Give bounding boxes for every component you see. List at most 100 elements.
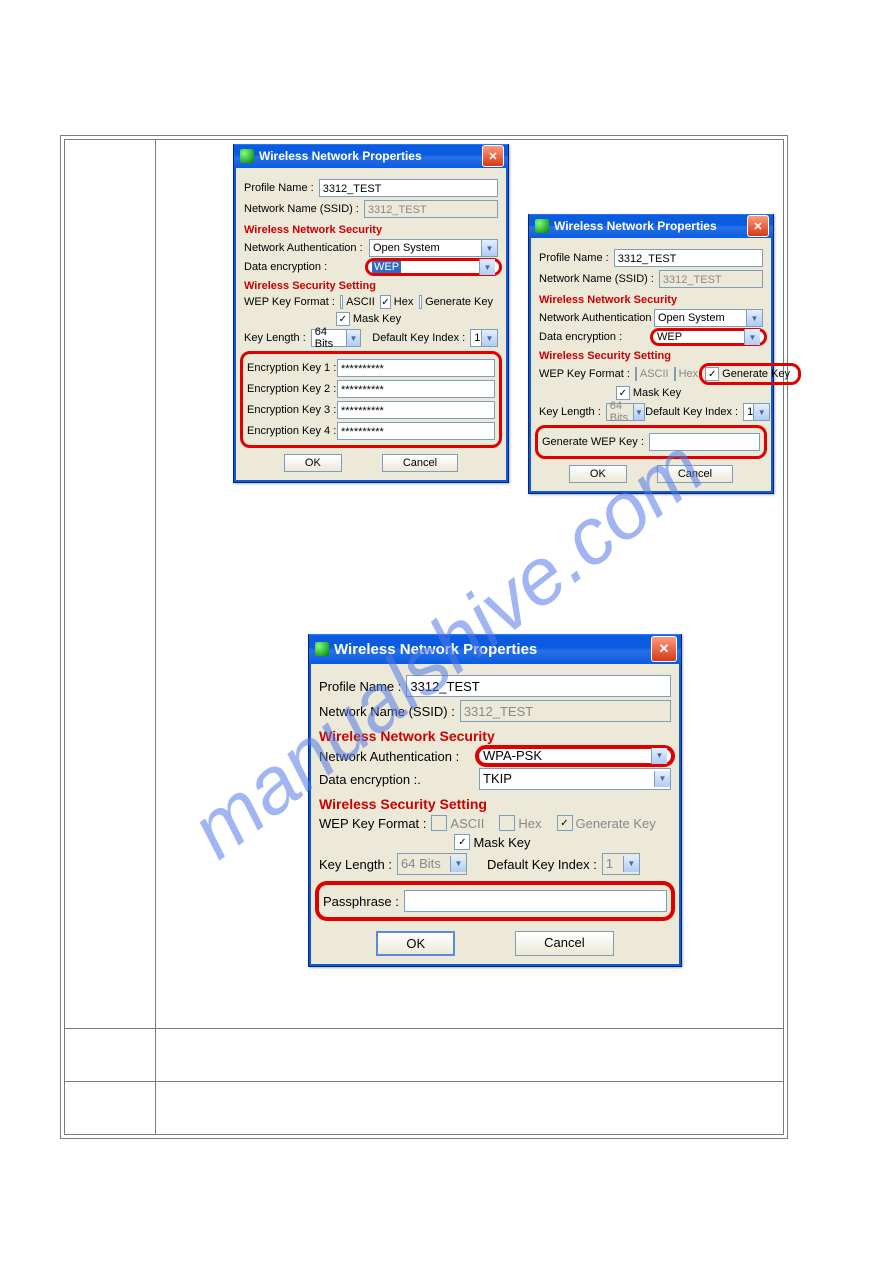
hex-label: Hex — [394, 296, 414, 308]
hex-checkbox[interactable]: ✓ — [380, 295, 390, 309]
close-button-c[interactable]: ✕ — [651, 636, 677, 662]
cancel-button-c[interactable]: Cancel — [515, 931, 613, 956]
k1-input[interactable]: ********** — [337, 359, 495, 377]
enc-value-b: WEP — [657, 331, 682, 343]
ascii-checkbox[interactable] — [340, 295, 343, 309]
auth-dropdown[interactable]: Open System ▼ — [369, 239, 498, 257]
auth-dropdown-c[interactable]: WPA-PSK ▼ — [475, 745, 675, 767]
defidx-dropdown-c: 1 ▼ — [602, 853, 640, 875]
ok-button-c[interactable]: OK — [376, 931, 455, 956]
profile-input[interactable]: 3312_TEST — [319, 179, 498, 197]
gen-checkbox-c: ✓ — [557, 815, 573, 831]
chevron-down-icon: ▼ — [633, 404, 644, 420]
wepfmt-label-b: WEP Key Format : — [539, 368, 630, 380]
keylen-value: 64 Bits — [315, 326, 346, 350]
defidx-dropdown-b[interactable]: 1 ▼ — [743, 403, 770, 421]
k3-input[interactable]: ********** — [337, 401, 495, 419]
profile-label: Profile Name : — [244, 182, 314, 194]
chevron-down-icon: ▼ — [746, 310, 762, 326]
chevron-down-icon: ▼ — [623, 856, 639, 872]
gen-label-c: Generate Key — [576, 816, 656, 831]
hex-label-b: Hex — [679, 368, 699, 380]
security-section-title-b: Wireless Network Security — [539, 294, 763, 306]
ascii-checkbox-b — [635, 367, 637, 381]
pass-label-c: Passphrase : — [323, 894, 399, 909]
chevron-down-icon: ▼ — [479, 259, 495, 275]
profile-label-c: Profile Name : — [319, 679, 401, 694]
main-cell: Wireless Network Properties ✕ Profile Na… — [156, 140, 784, 1029]
auth-label-c: Network Authentication : — [319, 749, 474, 764]
k4-input[interactable]: ********** — [337, 422, 495, 440]
ok-button-a[interactable]: OK — [284, 454, 342, 472]
title-c: Wireless Network Properties — [334, 641, 651, 658]
setting-section-title-c: Wireless Security Setting — [319, 796, 671, 812]
defidx-value: 1 — [474, 332, 480, 344]
enc-label: Data encryption : — [244, 261, 364, 273]
wireless-dialog-b: Wireless Network Properties ✕ Profile Na… — [528, 214, 774, 494]
setting-section-title-b: Wireless Security Setting — [539, 350, 763, 362]
k4-label: Encryption Key 4 : — [247, 425, 332, 437]
ssid-input-c: 3312_TEST — [460, 700, 671, 722]
mask-checkbox-c[interactable]: ✓ — [454, 834, 470, 850]
profile-input-c[interactable]: 3312_TEST — [406, 675, 671, 697]
enc-dropdown-b[interactable]: WEP ▼ — [650, 328, 767, 346]
mid-cell-2 — [156, 1029, 784, 1082]
defidx-label-b: Default Key Index : — [645, 406, 738, 418]
chevron-down-icon: ▼ — [346, 330, 361, 346]
auth-label-b: Network Authentication : — [539, 312, 649, 324]
security-section-title: Wireless Network Security — [244, 224, 498, 236]
defidx-value-c: 1 — [606, 853, 613, 875]
auth-dropdown-b[interactable]: Open System ▼ — [654, 309, 763, 327]
gen-checkbox[interactable] — [419, 295, 422, 309]
chevron-down-icon: ▼ — [654, 771, 670, 787]
genkey-input-b[interactable] — [649, 433, 760, 451]
defidx-label-c: Default Key Index : — [487, 857, 597, 872]
keylen-label-c: Key Length : — [319, 857, 392, 872]
wepfmt-label-c: WEP Key Format : — [319, 816, 426, 831]
enc-value-c: TKIP — [483, 768, 512, 790]
enc-dropdown[interactable]: WEP ▼ — [365, 258, 502, 276]
defidx-dropdown[interactable]: 1 ▼ — [470, 329, 498, 347]
defidx-label: Default Key Index : — [372, 332, 465, 344]
left-cell-1 — [65, 140, 156, 1029]
close-button-b[interactable]: ✕ — [747, 215, 769, 237]
cancel-button-a[interactable]: Cancel — [382, 454, 458, 472]
left-cell-3 — [65, 1082, 156, 1135]
mask-checkbox-b[interactable]: ✓ — [616, 386, 630, 400]
app-icon — [535, 219, 549, 233]
auth-value: Open System — [373, 242, 440, 254]
keylen-label-b: Key Length : — [539, 406, 601, 418]
k3-label: Encryption Key 3 : — [247, 404, 332, 416]
ascii-checkbox-c — [431, 815, 447, 831]
mask-label-b: Mask Key — [633, 387, 681, 399]
ssid-label-c: Network Name (SSID) : — [319, 704, 455, 719]
profile-input-b[interactable]: 3312_TEST — [614, 249, 763, 267]
chevron-down-icon: ▼ — [753, 404, 769, 420]
hex-checkbox-c — [499, 815, 515, 831]
mask-checkbox[interactable]: ✓ — [336, 312, 350, 326]
keylen-dropdown[interactable]: 64 Bits ▼ — [311, 329, 362, 347]
gen-label: Generate Key — [425, 296, 493, 308]
pass-input-c[interactable] — [404, 890, 667, 912]
keylen-value-b: 64 Bits — [610, 400, 633, 424]
ok-button-b[interactable]: OK — [569, 465, 627, 483]
setting-section-title: Wireless Security Setting — [244, 280, 498, 292]
keylen-dropdown-c: 64 Bits ▼ — [397, 853, 467, 875]
layout-table: Wireless Network Properties ✕ Profile Na… — [64, 139, 784, 1135]
close-button-a[interactable]: ✕ — [482, 145, 504, 167]
hex-label-c: Hex — [518, 816, 541, 831]
enc-label-b: Data encryption : — [539, 331, 649, 343]
ascii-label-c: ASCII — [450, 816, 484, 831]
k2-input[interactable]: ********** — [337, 380, 495, 398]
auth-label: Network Authentication : — [244, 242, 364, 254]
enc-dropdown-c[interactable]: TKIP ▼ — [479, 768, 671, 790]
ascii-label-b: ASCII — [640, 368, 669, 380]
genkey-label-b: Generate WEP Key : — [542, 436, 644, 448]
gen-checkbox-b[interactable]: ✓ — [705, 367, 719, 381]
chevron-down-icon: ▼ — [450, 856, 466, 872]
mask-label: Mask Key — [353, 313, 401, 325]
k1-label: Encryption Key 1 : — [247, 362, 332, 374]
wireless-dialog-a: Wireless Network Properties ✕ Profile Na… — [233, 144, 509, 483]
wepfmt-label: WEP Key Format : — [244, 296, 335, 308]
cancel-button-b[interactable]: Cancel — [657, 465, 733, 483]
